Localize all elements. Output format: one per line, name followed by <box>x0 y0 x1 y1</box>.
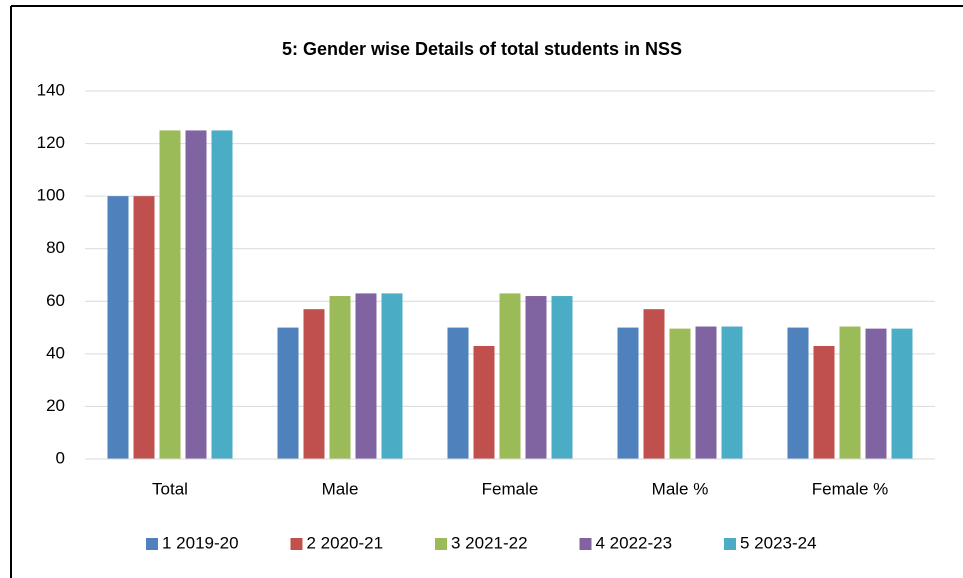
bar <box>107 196 129 459</box>
legend-label: 4 2022-23 <box>596 533 673 552</box>
bar <box>525 296 547 459</box>
bar <box>355 293 377 459</box>
x-tick-label: Female % <box>812 479 889 498</box>
bar <box>473 345 495 459</box>
legend-swatch <box>146 538 158 550</box>
bar <box>303 309 325 459</box>
bar <box>499 293 521 459</box>
bar <box>617 327 639 459</box>
bar <box>185 130 207 459</box>
bar <box>277 327 299 459</box>
y-tick-label: 100 <box>37 186 65 205</box>
legend-swatch <box>290 538 303 550</box>
y-tick-label: 80 <box>46 238 65 257</box>
y-tick-label: 140 <box>37 80 65 99</box>
bar <box>695 326 717 459</box>
bar <box>133 196 155 459</box>
x-tick-label: Female <box>482 479 539 498</box>
bar <box>329 296 351 459</box>
x-tick-label: Male % <box>652 479 709 498</box>
y-tick-label: 0 <box>56 448 65 467</box>
bar <box>813 345 835 459</box>
x-tick-label: Male <box>322 479 359 498</box>
legend-label: 3 2021-22 <box>451 533 528 552</box>
bar <box>159 130 181 459</box>
x-tick-label: Total <box>152 479 188 498</box>
bar <box>787 327 809 459</box>
legend-swatch <box>724 538 736 550</box>
legend-swatch <box>579 538 592 550</box>
legend-label: 2 2020-21 <box>307 533 384 552</box>
bar <box>891 328 913 459</box>
bar <box>721 326 743 459</box>
bar <box>381 293 403 459</box>
bar <box>447 327 469 459</box>
legend-label: 1 2019-20 <box>162 533 239 552</box>
legend-swatch <box>435 538 447 550</box>
y-tick-label: 60 <box>46 291 65 310</box>
bar <box>643 309 665 459</box>
bar <box>669 328 691 459</box>
y-tick-label: 120 <box>37 133 65 152</box>
chart-title: 5: Gender wise Details of total students… <box>282 39 682 59</box>
y-tick-label: 40 <box>46 343 65 362</box>
bar <box>211 130 233 459</box>
bar <box>839 326 861 459</box>
legend-label: 5 2023-24 <box>740 533 817 552</box>
bar <box>865 328 887 459</box>
bar <box>551 296 573 459</box>
y-tick-label: 20 <box>46 396 65 415</box>
